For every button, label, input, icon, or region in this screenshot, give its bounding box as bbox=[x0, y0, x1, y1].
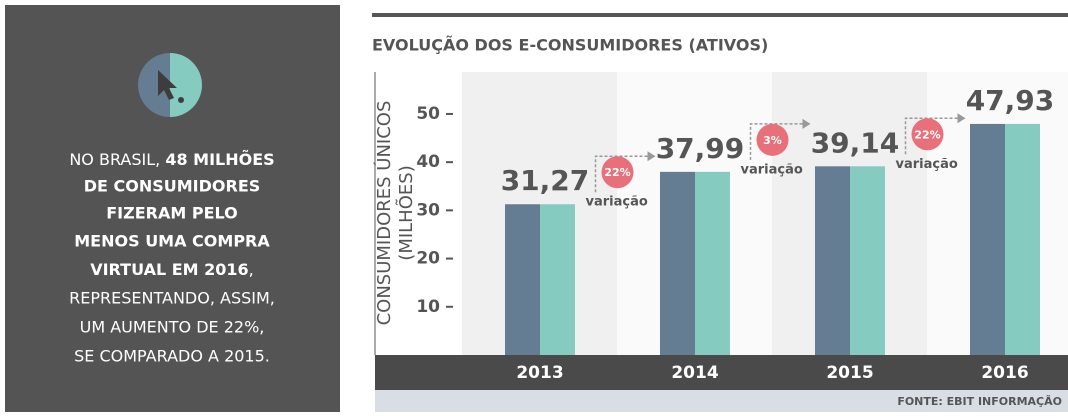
source-band bbox=[375, 390, 1068, 412]
variation-badge bbox=[756, 123, 789, 156]
panel-text-bold: 48 MILHÕES bbox=[165, 150, 274, 169]
variation-badge bbox=[601, 156, 634, 189]
x-band bbox=[375, 355, 1068, 390]
variation-arrow bbox=[904, 117, 958, 155]
x-tick-label: 2014 bbox=[671, 363, 718, 383]
variation-text: variação bbox=[586, 195, 648, 210]
panel-line: VIRTUAL EM 2016, bbox=[90, 260, 254, 279]
variation-label: 22% bbox=[914, 128, 940, 141]
bar bbox=[850, 166, 885, 355]
bar bbox=[815, 166, 850, 355]
arrow-head bbox=[802, 118, 811, 129]
y-axis-label-line: CONSUMIDORES ÚNICOS bbox=[373, 101, 395, 326]
variation-label: 22% bbox=[604, 166, 630, 179]
y-axis-label-line: (MILHÕES) bbox=[395, 165, 417, 260]
bar bbox=[540, 204, 575, 355]
variation-text: variação bbox=[896, 157, 958, 172]
value-label: 31,27 bbox=[501, 164, 590, 197]
y-tick-label: 30 bbox=[416, 200, 440, 220]
icon bbox=[138, 53, 202, 117]
bar bbox=[660, 171, 695, 355]
panel-text-bold: VIRTUAL EM 2016 bbox=[90, 260, 248, 279]
panel-line: SE COMPARADO A 2015. bbox=[74, 347, 270, 366]
bar bbox=[1005, 123, 1040, 355]
top-rule bbox=[372, 13, 1068, 17]
variation-arrow bbox=[749, 123, 803, 160]
source: FONTE: EBIT INFORMAÇÃO bbox=[897, 395, 1062, 408]
panel-line: REPRESENTANDO, ASSIM, bbox=[69, 289, 275, 308]
y-axis-label: CONSUMIDORES ÚNICOS (MILHÕES) bbox=[373, 101, 417, 326]
arrow-head bbox=[647, 151, 656, 162]
panel-line: DE CONSUMIDORES bbox=[84, 177, 261, 196]
variation-arrow bbox=[594, 155, 648, 193]
value-label: 37,99 bbox=[656, 132, 745, 165]
y-tick-label: 50 bbox=[416, 104, 440, 124]
x-tick-label: 2016 bbox=[981, 363, 1028, 383]
y-tick-label: 40 bbox=[416, 152, 440, 172]
chart-title: EVOLUÇÃO DOS E-CONSUMIDORES (ATIVOS) bbox=[372, 36, 768, 55]
x-tick-label: 2013 bbox=[516, 363, 563, 383]
variation-badge bbox=[911, 118, 944, 151]
panel-line: NO BRASIL, 48 MILHÕES bbox=[69, 150, 274, 169]
variation-text: variação bbox=[741, 162, 803, 177]
arrow-head bbox=[957, 113, 966, 124]
bar bbox=[695, 171, 730, 355]
panel-line: UM AUMENTO DE 22%, bbox=[80, 318, 265, 337]
value-label: 47,93 bbox=[966, 84, 1055, 117]
panel-text: NO BRASIL, 48 MILHÕES DE CONSUMIDORES FI… bbox=[69, 150, 275, 366]
variation-label: 3% bbox=[763, 134, 782, 147]
value-label: 39,14 bbox=[811, 126, 900, 159]
panel-text-normal: NO BRASIL, bbox=[69, 150, 165, 169]
panel-line: MENOS UMA COMPRA bbox=[74, 232, 270, 251]
bar bbox=[505, 204, 540, 355]
bar bbox=[970, 123, 1005, 355]
y-tick-label: 10 bbox=[416, 297, 440, 317]
y-tick-label: 20 bbox=[416, 249, 440, 269]
panel-line: FIZERAM PELO bbox=[106, 204, 238, 223]
x-tick-label: 2015 bbox=[826, 363, 873, 383]
